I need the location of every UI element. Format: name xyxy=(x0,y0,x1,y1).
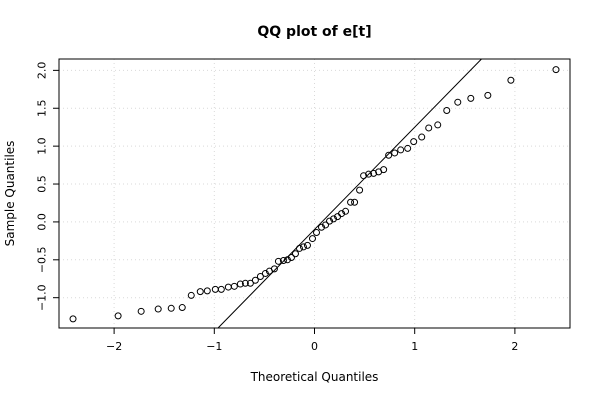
data-point xyxy=(365,170,373,178)
y-tick-label: 1.0 xyxy=(36,137,49,155)
data-point xyxy=(217,285,225,293)
data-point xyxy=(167,304,175,312)
data-point xyxy=(303,241,311,249)
data-point xyxy=(299,243,307,251)
data-point xyxy=(274,257,282,265)
x-axis: −2 −1 0 1 2 xyxy=(106,327,518,353)
data-point xyxy=(137,307,145,315)
data-point xyxy=(270,265,278,273)
data-point xyxy=(246,279,254,287)
data-point xyxy=(418,133,426,141)
x-tick-label: 2 xyxy=(511,340,518,353)
y-tick-label: 2.0 xyxy=(36,62,49,80)
data-point xyxy=(313,229,321,237)
x-tick-label: −2 xyxy=(106,340,122,353)
reference-line xyxy=(217,58,482,329)
data-point xyxy=(187,291,195,299)
data-point xyxy=(178,304,186,312)
data-point xyxy=(318,223,326,231)
data-point xyxy=(322,221,330,229)
x-axis-label: Theoretical Quantiles xyxy=(250,370,379,384)
data-point xyxy=(308,235,316,243)
data-point xyxy=(467,94,475,102)
chart-title: QQ plot of e[t] xyxy=(257,24,371,40)
data-point xyxy=(291,250,299,258)
grid xyxy=(59,59,570,328)
y-tick-label: −0.5 xyxy=(36,246,49,273)
y-tick-label: 0.0 xyxy=(36,213,49,231)
data-point xyxy=(241,279,249,287)
data-point xyxy=(385,151,393,159)
data-point xyxy=(287,254,295,262)
data-point xyxy=(154,305,162,313)
data-point xyxy=(356,186,364,194)
data-point xyxy=(391,149,399,157)
data-point xyxy=(410,138,418,146)
data-point xyxy=(507,76,515,84)
data-point xyxy=(342,207,350,215)
data-point xyxy=(425,124,433,132)
data-point xyxy=(295,244,303,252)
data-point xyxy=(230,282,238,290)
y-axis: −1.0 −0.5 0.0 0.5 1.0 1.5 2.0 xyxy=(36,62,60,311)
data-point xyxy=(397,146,405,154)
y-tick-label: 1.5 xyxy=(36,100,49,118)
data-point xyxy=(196,288,204,296)
data-point xyxy=(360,172,368,180)
data-point xyxy=(326,217,334,225)
data-point xyxy=(224,283,232,291)
y-axis-label: Sample Quantiles xyxy=(3,141,17,247)
data-point xyxy=(261,269,269,277)
data-point xyxy=(279,257,287,265)
data-point xyxy=(370,169,378,177)
data-point xyxy=(484,91,492,99)
data-points xyxy=(69,66,560,323)
data-point xyxy=(330,215,338,223)
data-point xyxy=(338,210,346,218)
x-tick-label: 0 xyxy=(311,340,318,353)
data-point xyxy=(236,280,244,288)
data-point xyxy=(251,276,259,284)
data-point xyxy=(404,144,412,152)
x-tick-label: −1 xyxy=(206,340,222,353)
data-point xyxy=(347,198,355,206)
data-point xyxy=(443,107,451,115)
data-point xyxy=(211,285,219,293)
data-point xyxy=(203,287,211,295)
data-point xyxy=(380,166,388,174)
data-point xyxy=(454,98,462,106)
data-point xyxy=(69,315,77,323)
x-tick-label: 1 xyxy=(411,340,418,353)
data-point xyxy=(114,312,122,320)
y-tick-label: −1.0 xyxy=(36,284,49,311)
data-point xyxy=(434,121,442,129)
y-tick-label: 0.5 xyxy=(36,175,49,193)
data-point xyxy=(256,272,264,280)
data-point xyxy=(283,256,291,264)
data-point xyxy=(351,198,359,206)
data-point xyxy=(552,66,560,74)
